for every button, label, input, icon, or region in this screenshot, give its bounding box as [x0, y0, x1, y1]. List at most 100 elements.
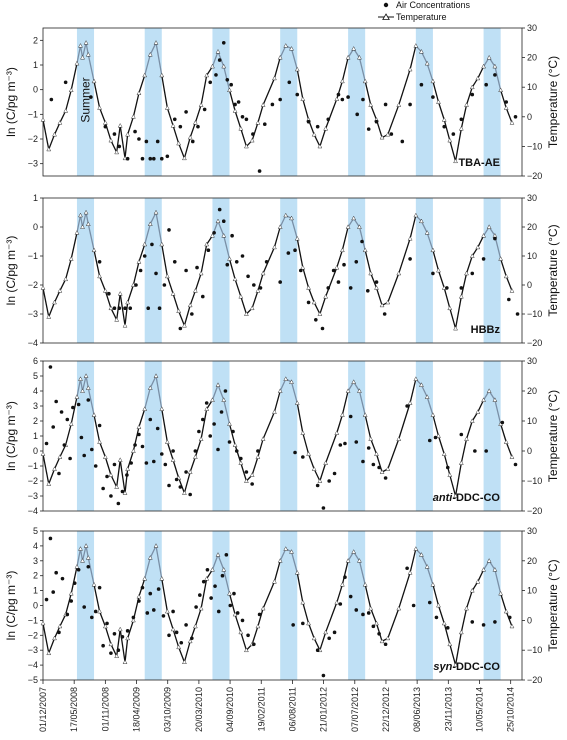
- air-concentration-point: [133, 443, 137, 447]
- air-concentration-point: [101, 486, 105, 491]
- temperature-point: [357, 558, 362, 563]
- air-concentration-point: [470, 620, 475, 624]
- temperature-segment: [70, 63, 78, 91]
- temperature-segment: [319, 128, 327, 147]
- temperature-segment: [65, 89, 72, 112]
- temperature-segment: [127, 116, 134, 135]
- air-concentration-point: [293, 248, 297, 252]
- temperature-segment: [454, 296, 462, 329]
- air-concentration-point: [342, 262, 346, 267]
- y2-tick-label: 30: [527, 23, 537, 33]
- temperature-segment: [296, 69, 304, 100]
- air-concentration-point: [54, 570, 58, 575]
- temperature-segment: [53, 122, 61, 135]
- temperature-point: [492, 63, 498, 69]
- air-concentration-point: [184, 623, 188, 627]
- temperature-point: [80, 388, 85, 393]
- temperature-point: [221, 63, 227, 69]
- y-tick-label: 0: [33, 601, 38, 611]
- air-concentration-point: [405, 566, 409, 571]
- air-concentration-point: [184, 268, 188, 273]
- temperature-segment: [370, 104, 378, 120]
- panel-label: HBBz: [471, 324, 501, 336]
- temperature-segment: [104, 626, 112, 645]
- temperature-point: [243, 143, 249, 149]
- air-concentration-point: [236, 100, 241, 104]
- temperature-segment: [251, 290, 259, 309]
- air-concentration-point: [156, 587, 161, 591]
- temperature-segment: [273, 57, 281, 79]
- temperature-point: [142, 241, 148, 247]
- x-tick-label: 18/04/2009: [132, 687, 142, 732]
- air-concentration-point: [216, 447, 220, 452]
- y2-tick-label: 10: [527, 416, 537, 426]
- temperature-point: [170, 626, 176, 632]
- air-concentration-point: [507, 615, 512, 620]
- air-concentration-point: [120, 634, 125, 639]
- y-tick-label: 6: [33, 356, 38, 366]
- legend-air-label: Air Concentrations: [396, 0, 471, 10]
- temperature-segment: [494, 569, 502, 594]
- temperature-point: [481, 232, 486, 238]
- temperature-point: [83, 373, 89, 378]
- temperature-segment: [200, 408, 208, 440]
- temperature-segment: [302, 432, 310, 455]
- temperature-point: [464, 270, 469, 276]
- air-concentration-point: [90, 447, 94, 452]
- temperature-segment: [127, 284, 134, 303]
- temperature-segment: [127, 450, 135, 470]
- temperature-point: [323, 629, 329, 635]
- temperature-point: [418, 382, 424, 387]
- air-concentration-point: [82, 605, 87, 609]
- temperature-segment: [166, 611, 174, 630]
- temperature-point: [102, 119, 108, 125]
- temperature-point: [255, 119, 261, 125]
- temperature-segment: [449, 644, 457, 666]
- y-tick-label: 4: [33, 386, 38, 396]
- air-concentration-point: [48, 365, 53, 369]
- y-tick-label: −1: [28, 251, 38, 261]
- air-concentration-point: [445, 465, 450, 470]
- y-tick-label: 2: [33, 416, 38, 426]
- air-concentration-point: [332, 630, 337, 635]
- temperature-segment: [387, 608, 400, 639]
- temperature-point: [80, 558, 85, 563]
- temperature-segment: [149, 212, 157, 225]
- temperature-segment: [161, 408, 168, 443]
- temperature-point: [503, 273, 509, 279]
- air-concentration-point: [240, 618, 245, 623]
- summer-band: [212, 28, 230, 176]
- temperature-segment: [296, 238, 304, 268]
- y-tick-label: 5: [33, 371, 38, 381]
- temperature-point: [215, 218, 221, 224]
- temperature-segment: [189, 290, 196, 306]
- temperature-point: [210, 567, 215, 572]
- temperature-point: [509, 119, 515, 125]
- air-concentration-point: [459, 117, 464, 122]
- summer-band: [144, 198, 162, 343]
- air-concentration-point: [473, 449, 477, 453]
- y2-tick-label: −10: [527, 309, 542, 319]
- y2-tick-label: −10: [527, 141, 542, 151]
- air-concentration-point: [159, 452, 164, 456]
- temperature-point: [362, 247, 368, 253]
- summer-band: [76, 198, 95, 343]
- panel-label-suffix: -DDC-CO: [452, 492, 500, 504]
- summer-band: [144, 28, 162, 176]
- temperature-segment: [81, 375, 87, 392]
- temperature-point: [481, 63, 486, 69]
- air-concentration-point: [163, 462, 168, 467]
- temperature-point: [294, 569, 300, 575]
- temperature-segment: [87, 387, 95, 416]
- x-tick-label: 19/02/2011: [256, 687, 266, 731]
- temperature-segment: [443, 119, 451, 141]
- temperature-segment: [290, 551, 298, 573]
- temperature-point: [374, 620, 379, 626]
- temperature-point: [227, 87, 232, 93]
- temperature-segment: [132, 92, 140, 117]
- temperature-point: [453, 493, 458, 498]
- temperature-point: [441, 620, 447, 626]
- temperature-segment: [93, 250, 101, 277]
